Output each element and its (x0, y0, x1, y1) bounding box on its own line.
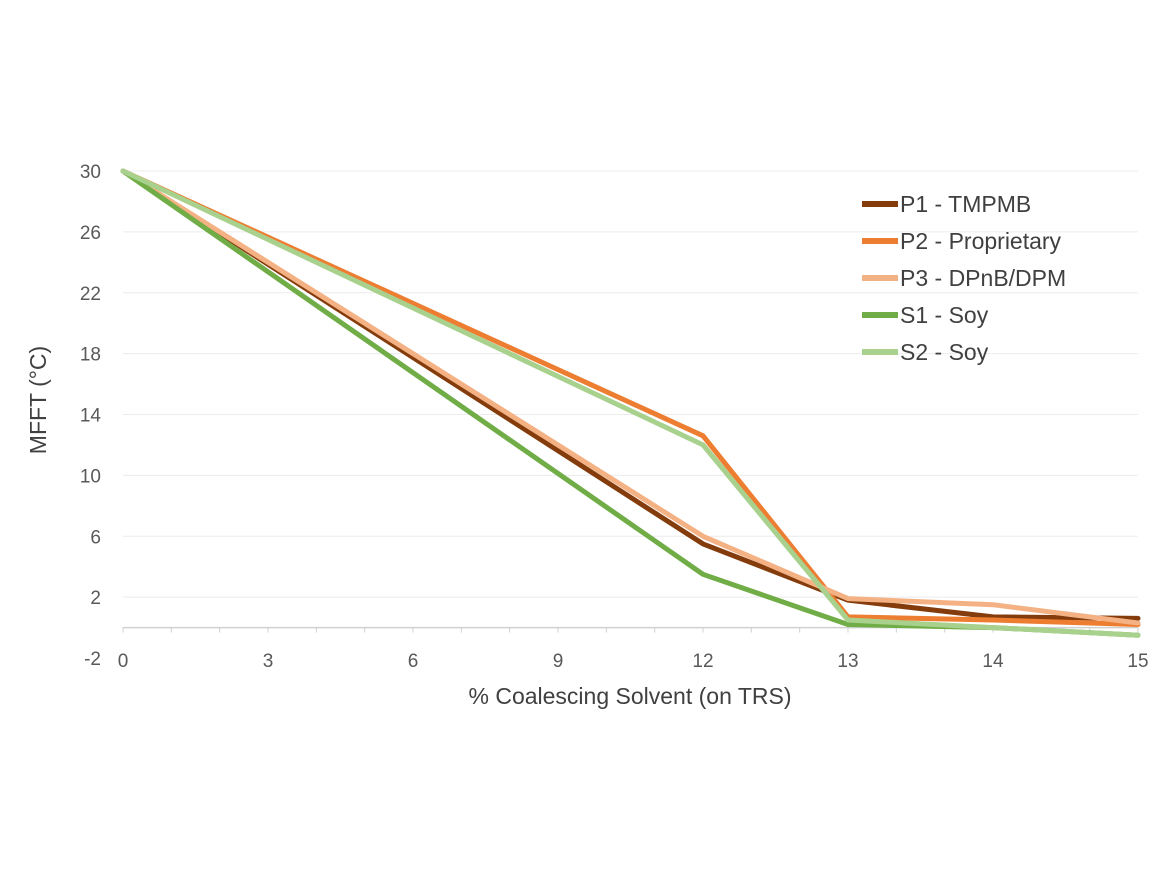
legend: P1 - TMPMB P2 - Proprietary P3 - DPnB/DPM S… (862, 191, 1066, 365)
legend-label: S1 - Soy (900, 302, 989, 328)
y-tick-label: 14 (80, 406, 102, 427)
y-tick-label: -2 (84, 649, 101, 670)
series-lines (120, 168, 1141, 638)
x-tick-label: 15 (1127, 651, 1148, 672)
x-tick-label: 9 (553, 651, 564, 672)
x-axis-ticks: 0 3 6 9 12 13 14 15 (118, 651, 1149, 672)
x-tick-label: 6 (408, 651, 419, 672)
x-tick-label: 13 (837, 651, 858, 672)
y-axis-title: MFFT (°C) (25, 346, 51, 454)
y-tick-label: 22 (80, 284, 101, 305)
legend-label: P2 - Proprietary (900, 228, 1062, 254)
y-tick-label: 18 (80, 345, 101, 366)
y-tick-label: 26 (80, 223, 101, 244)
legend-label: S2 - Soy (900, 339, 989, 365)
legend-label: P1 - TMPMB (900, 191, 1031, 217)
y-tick-label: 6 (90, 527, 101, 548)
x-tick-label: 0 (118, 651, 129, 672)
y-tick-label: 30 (80, 162, 101, 183)
x-tick-label: 3 (263, 651, 274, 672)
gridlines (123, 170, 1138, 598)
series-line-5 (120, 168, 1141, 638)
x-axis-title: % Coalescing Solvent (on TRS) (469, 683, 792, 709)
y-tick-label: 10 (80, 466, 101, 487)
series-line-3 (120, 168, 1141, 626)
y-tick-label: 2 (90, 588, 101, 609)
x-tick-label: 14 (982, 651, 1004, 672)
x-tick-label: 12 (692, 651, 713, 672)
legend-label: P3 - DPnB/DPM (900, 265, 1066, 291)
